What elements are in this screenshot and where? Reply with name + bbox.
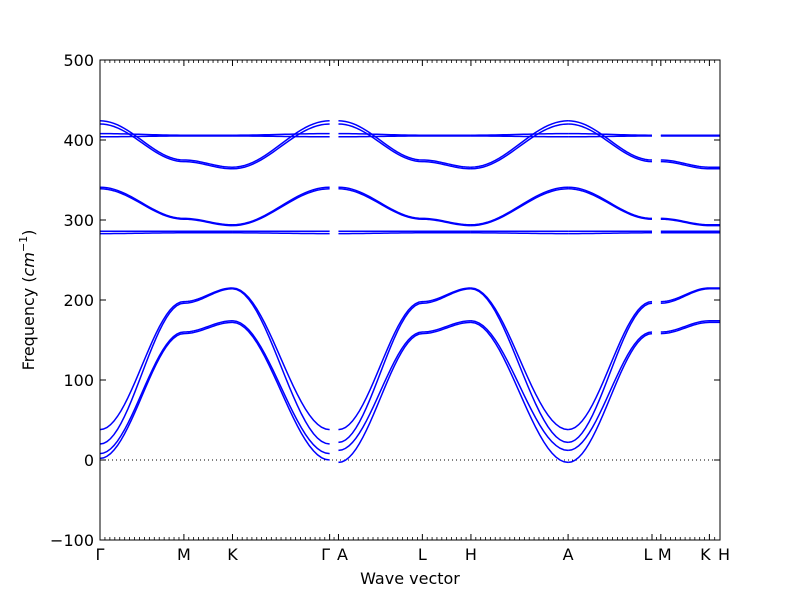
band-line-low1-segment-3 xyxy=(470,321,569,464)
x-tick-label-6: H xyxy=(465,545,477,564)
band-line-top1-segment-3 xyxy=(470,123,569,170)
band-line-low1-segment-5 xyxy=(660,321,720,335)
band-line-mid2-segment-3 xyxy=(470,186,569,226)
band-line-flat1-segment-3 xyxy=(470,135,569,138)
band-line-mid1-segment-2 xyxy=(338,188,471,227)
band-line-low4-segment-0 xyxy=(99,287,233,431)
band-line-low3-segment-2 xyxy=(338,288,471,444)
y-axis-label-paren-open: ( xyxy=(19,276,38,287)
band-line-top2-segment-0 xyxy=(99,120,233,168)
y-tick-label: 500 xyxy=(63,51,94,70)
y-axis-label-exponent: −1 xyxy=(17,236,30,252)
tick-marks xyxy=(99,59,721,541)
band-line-top2-segment-3 xyxy=(470,120,569,168)
x-tick-label-8: L xyxy=(644,545,653,564)
x-tick-label-9: M xyxy=(658,545,672,564)
band-line-low1-segment-4 xyxy=(567,332,653,464)
band-line-low3-segment-5 xyxy=(660,288,720,304)
band-line-low3-segment-4 xyxy=(567,302,653,444)
band-line-top1-segment-5 xyxy=(660,160,720,170)
x-tick-label-7: A xyxy=(563,545,574,564)
band-line-low2-segment-1 xyxy=(232,320,330,455)
band-line-low4-segment-5 xyxy=(660,287,720,303)
band-line-flat2-segment-3 xyxy=(470,132,569,136)
y-axis-label-text: Frequency xyxy=(19,288,38,371)
band-line-top1-segment-4 xyxy=(568,123,653,163)
band-line-flat2-segment-1 xyxy=(232,132,330,136)
band-line-opt1-segment-3 xyxy=(470,232,569,235)
band-line-flat2-segment-4 xyxy=(568,132,652,136)
band-line-top1-segment-1 xyxy=(232,123,330,170)
y-tick-labels: −100 0 100 200 300 400 500 xyxy=(50,51,94,550)
band-line-opt1-segment-4 xyxy=(568,232,652,235)
y-tick-label: 300 xyxy=(63,211,94,230)
band-line-low1-segment-2 xyxy=(338,321,471,464)
band-line-top1-segment-2 xyxy=(338,123,471,170)
band-line-low3-segment-3 xyxy=(470,288,569,444)
y-axis-label: Frequency (cm−1) xyxy=(17,230,38,371)
band-line-top2-segment-5 xyxy=(660,159,720,168)
band-line-low3-segment-1 xyxy=(232,288,330,445)
x-tick-label-2: K xyxy=(227,545,238,564)
band-line-low3-segment-0 xyxy=(99,288,233,445)
band-line-mid1-segment-3 xyxy=(470,188,569,227)
band-line-flat1-segment-2 xyxy=(338,135,471,138)
band-line-opt1-segment-0 xyxy=(100,232,233,235)
x-tick-label-0: Γ xyxy=(96,545,105,564)
band-line-top1-segment-0 xyxy=(99,123,233,170)
band-line-opt1-segment-1 xyxy=(232,232,330,235)
band-line-opt1-segment-2 xyxy=(338,232,471,235)
band-line-flat1-segment-4 xyxy=(568,135,652,138)
y-tick-label: 400 xyxy=(63,131,94,150)
band-line-flat2-segment-0 xyxy=(99,132,233,136)
x-tick-label-11: H xyxy=(718,545,730,564)
band-line-low2-segment-3 xyxy=(470,320,569,452)
band-line-flat2-segment-2 xyxy=(338,132,471,136)
x-tick-label-5: L xyxy=(418,545,427,564)
band-line-low2-segment-5 xyxy=(660,320,720,333)
band-line-low1-segment-1 xyxy=(232,321,330,461)
x-tick-label-4: A xyxy=(337,545,348,564)
y-tick-label: −100 xyxy=(50,531,94,550)
band-line-mid2-segment-0 xyxy=(99,186,233,226)
band-line-low2-segment-0 xyxy=(99,320,233,455)
band-line-mid1-segment-5 xyxy=(660,218,720,227)
y-axis-label-unit: cm xyxy=(19,252,38,276)
band-line-top2-segment-2 xyxy=(338,120,471,168)
x-tick-label-10: K xyxy=(700,545,711,564)
y-tick-label: 100 xyxy=(63,371,94,390)
band-line-mid2-segment-1 xyxy=(232,186,330,226)
band-line-top2-segment-4 xyxy=(568,120,653,161)
band-line-low1-segment-0 xyxy=(99,321,233,460)
x-tick-label-1: M xyxy=(177,545,191,564)
y-tick-label: 0 xyxy=(84,451,94,470)
band-line-mid2-segment-4 xyxy=(568,186,653,220)
band-line-mid1-segment-1 xyxy=(232,188,330,227)
band-line-mid2-segment-5 xyxy=(660,217,720,226)
band-line-mid1-segment-4 xyxy=(568,188,653,220)
band-line-mid1-segment-0 xyxy=(99,188,233,227)
band-line-flat1-segment-1 xyxy=(232,135,330,138)
band-line-top2-segment-1 xyxy=(232,120,330,168)
band-line-low2-segment-4 xyxy=(567,331,653,452)
band-line-low4-segment-4 xyxy=(567,300,653,431)
band-line-flat1-segment-0 xyxy=(100,135,233,138)
band-line-low4-segment-1 xyxy=(232,287,330,431)
band-line-low4-segment-3 xyxy=(470,287,569,431)
x-axis-label: Wave vector xyxy=(360,569,460,588)
band-curves xyxy=(99,120,720,464)
x-tick-label-3: Γ xyxy=(321,545,330,564)
band-line-mid2-segment-2 xyxy=(338,186,471,226)
band-line-low2-segment-2 xyxy=(338,320,471,452)
y-tick-label: 200 xyxy=(63,291,94,310)
band-line-low4-segment-2 xyxy=(338,287,471,431)
y-axis-label-paren-close: ) xyxy=(19,230,38,236)
